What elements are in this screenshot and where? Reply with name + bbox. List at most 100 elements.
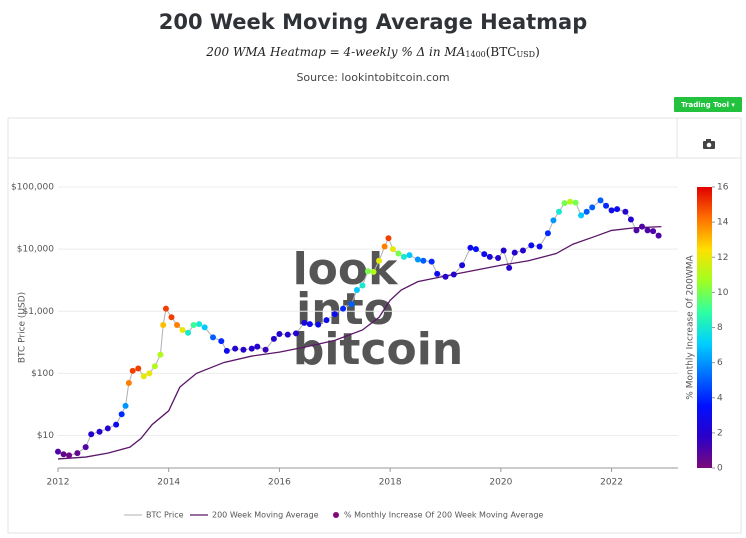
- heat-dot: [395, 250, 402, 257]
- heat-dot: [414, 256, 421, 263]
- heat-dot: [406, 252, 413, 259]
- heat-dot: [365, 268, 371, 275]
- y-tick-label: $100: [31, 369, 54, 379]
- heat-dot: [232, 345, 239, 352]
- heat-dot: [550, 217, 557, 224]
- heat-dot: [578, 212, 585, 219]
- colorbar-tick-label: 16: [717, 183, 729, 193]
- heat-dot: [218, 338, 225, 345]
- x-tick-label: 2014: [157, 478, 180, 488]
- colorbar-title: % Monthly Increase Of 200WMA: [686, 254, 696, 399]
- heat-dot: [472, 246, 479, 253]
- heat-dot: [528, 242, 535, 249]
- x-tick-label: 2020: [489, 478, 512, 488]
- heat-dot: [66, 452, 73, 459]
- heat-dot: [608, 207, 615, 214]
- button-label[interactable]: Trading Tool ▾: [681, 101, 735, 109]
- heat-dot: [323, 317, 330, 324]
- heat-dot: [603, 202, 610, 209]
- y-tick-label: $10: [37, 431, 54, 441]
- heat-dot: [276, 331, 283, 338]
- heat-dot: [210, 334, 216, 341]
- heat-dot: [240, 346, 247, 353]
- heat-dot: [359, 282, 366, 289]
- colorbar-tick-label: 12: [717, 253, 728, 263]
- source: Source: lookintobitcoin.com: [296, 71, 449, 84]
- x-tick-label: 2012: [47, 478, 70, 488]
- page-title: 200 Week Moving Average Heatmap: [159, 10, 588, 34]
- heat-dot: [370, 268, 377, 275]
- heat-dot: [389, 246, 396, 253]
- colorbar-tick-label: 2: [717, 428, 723, 438]
- y-tick-label: $1,000: [23, 307, 55, 317]
- heat-dot: [567, 198, 574, 205]
- heat-dot: [467, 244, 474, 251]
- heat-dot: [442, 273, 449, 280]
- subtitle-part: 200 WMA Heatmap = 4-weekly % Δ in MA: [205, 45, 465, 59]
- camera-lens[interactable]: [706, 142, 712, 148]
- heat-dot: [55, 448, 61, 455]
- subtitle-sub: 1400: [465, 50, 485, 59]
- legend-label: 200 Week Moving Average: [212, 511, 319, 520]
- heat-dot: [157, 351, 164, 358]
- heat-dot: [633, 227, 640, 234]
- subtitle: 200 WMA Heatmap = 4-weekly % Δ in MA1400…: [205, 45, 540, 60]
- heat-dot: [331, 311, 338, 318]
- heat-dot: [104, 425, 111, 432]
- heat-dot: [315, 321, 322, 328]
- heat-dot: [151, 363, 158, 370]
- heat-dot: [122, 402, 129, 409]
- heat-dot: [495, 254, 502, 261]
- heat-dot: [376, 257, 383, 264]
- heat-dot: [293, 330, 300, 337]
- heat-dot: [400, 253, 407, 260]
- heat-dot: [185, 329, 192, 336]
- legend-label: % Monthly Increase Of 200 Week Moving Av…: [344, 511, 543, 520]
- heat-dot: [520, 247, 526, 254]
- heat-dot: [306, 321, 313, 328]
- heat-dot: [644, 227, 651, 234]
- heat-dot: [486, 253, 493, 260]
- heat-dot: [96, 428, 103, 435]
- heat-dot: [561, 200, 568, 207]
- colorbar-tick-label: 4: [717, 393, 723, 403]
- heat-dot: [639, 223, 646, 230]
- colorbar: [697, 187, 712, 468]
- heat-dot: [434, 270, 441, 277]
- heat-dot: [135, 365, 142, 372]
- heat-dot: [583, 208, 590, 215]
- heat-dot: [655, 232, 662, 239]
- colorbar-tick-label: 6: [717, 358, 723, 368]
- y-tick-label: $10,000: [17, 245, 54, 255]
- heat-dot: [301, 319, 308, 326]
- heat-dot: [340, 305, 347, 312]
- camera-icon[interactable]: [703, 139, 715, 149]
- heat-dot: [459, 262, 466, 269]
- camera-top[interactable]: [706, 139, 711, 142]
- colorbar-tick-label: 8: [717, 323, 723, 333]
- colorbar-tick-label: 14: [717, 218, 729, 228]
- heat-dot: [60, 451, 67, 458]
- subtitle-sub: USD: [516, 50, 535, 59]
- heat-dot: [196, 321, 203, 328]
- chart-frame: [7, 117, 742, 534]
- heat-dot: [129, 367, 136, 374]
- x-tick-label: 2018: [379, 478, 402, 488]
- watermark-text: bitcoin: [293, 324, 463, 375]
- heat-dot: [506, 264, 513, 271]
- heat-dot: [627, 216, 634, 223]
- legend-label: BTC Price: [146, 511, 184, 520]
- heat-dot: [248, 345, 255, 352]
- heat-dot: [555, 208, 562, 215]
- heat-dot: [254, 343, 261, 350]
- series-line: [57, 226, 662, 460]
- heat-dot: [162, 305, 169, 312]
- subtitle-part: (BTC: [486, 45, 517, 59]
- legend-dot: [333, 512, 339, 518]
- colorbar-tick-label: 0: [717, 464, 723, 474]
- heat-dot: [160, 322, 167, 329]
- heat-dot: [511, 249, 518, 256]
- heat-dot: [348, 301, 355, 308]
- trading-tool-button[interactable]: [674, 97, 742, 112]
